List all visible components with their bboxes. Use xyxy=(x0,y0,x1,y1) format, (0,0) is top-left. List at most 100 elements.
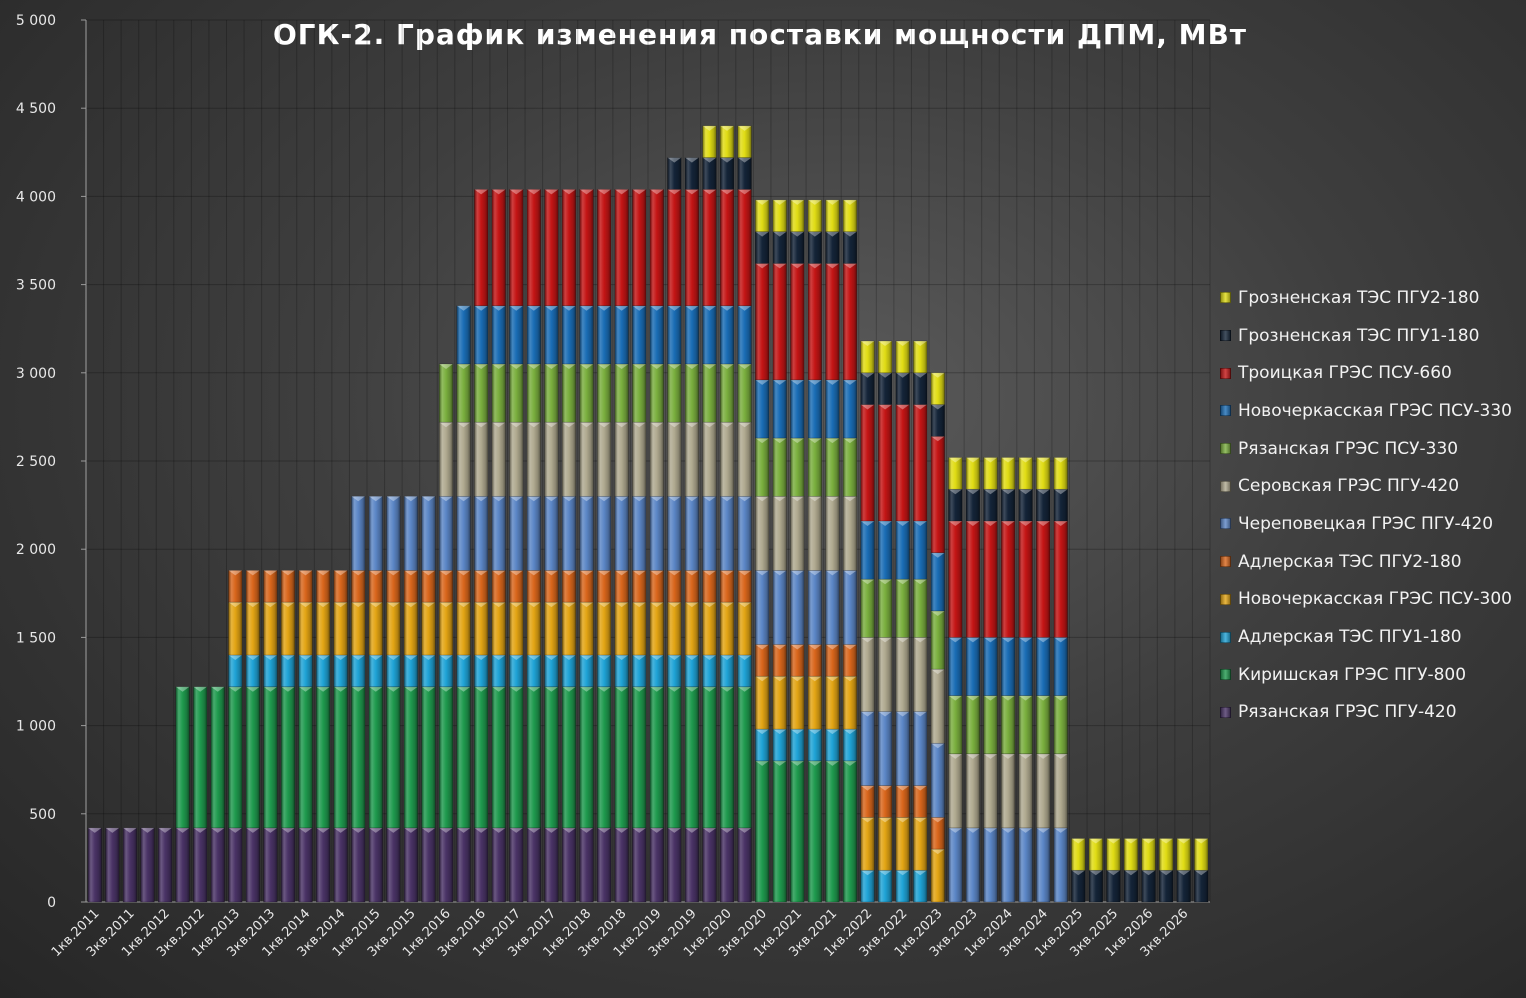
bar-segment xyxy=(965,827,981,903)
bar-segment-bevel xyxy=(755,760,770,766)
bar-segment xyxy=(913,711,928,786)
bar-segment xyxy=(122,827,138,903)
bar-segment-bevel xyxy=(491,496,506,502)
bar-segment xyxy=(403,495,419,571)
bar-segment xyxy=(298,601,313,656)
bar-segment xyxy=(509,686,524,829)
bar-segment xyxy=(245,827,260,903)
bar-segment xyxy=(632,421,647,497)
bar-segment xyxy=(298,570,313,603)
bar-segment xyxy=(667,495,682,571)
bar-segment xyxy=(983,637,998,696)
bar-segment-bevel xyxy=(333,570,348,576)
bar-segment-bevel xyxy=(913,637,928,643)
bar-segment xyxy=(737,421,752,497)
bar-segment xyxy=(561,189,577,307)
legend-swatch xyxy=(1220,292,1231,304)
bar-segment-bevel xyxy=(702,686,717,692)
bar-segment-bevel xyxy=(913,341,928,347)
bar-segment xyxy=(561,363,577,423)
bar-segment xyxy=(474,601,489,656)
bar-segment-bevel xyxy=(386,686,401,692)
bar-segment-bevel xyxy=(1018,753,1033,759)
bar-segment xyxy=(860,404,875,522)
bar-segment-bevel xyxy=(667,422,682,428)
bar-segment xyxy=(438,421,454,497)
bar-segment xyxy=(386,827,401,903)
bar-segment-bevel xyxy=(298,827,313,833)
bar-segment xyxy=(1071,838,1086,871)
bar-segment-bevel xyxy=(579,189,594,195)
bar-segment-bevel xyxy=(1053,695,1068,701)
bar-segment-bevel xyxy=(509,189,524,195)
bar-segment xyxy=(948,457,963,490)
chart-title: ОГК-2. График изменения поставки мощност… xyxy=(272,18,1248,51)
bar-segment-bevel xyxy=(983,489,998,495)
bar-segment-bevel xyxy=(913,404,928,410)
bar-segment-bevel xyxy=(544,570,559,576)
bar-segment-bevel xyxy=(843,729,857,735)
bar-segment xyxy=(965,637,981,696)
bar-segment xyxy=(719,495,735,571)
bar-segment-bevel xyxy=(1053,457,1068,463)
bar-segment xyxy=(825,570,840,645)
bar-segment xyxy=(491,305,506,365)
bar-segment xyxy=(614,421,629,497)
bar-segment-bevel xyxy=(386,827,401,833)
bar-segment-bevel xyxy=(702,125,717,131)
bar-segment-bevel xyxy=(1124,838,1138,844)
bar-segment xyxy=(825,263,840,381)
bar-segment xyxy=(544,421,559,497)
bar-segment-bevel xyxy=(878,341,892,347)
bar-segment xyxy=(561,686,577,829)
bar-segment-bevel xyxy=(860,785,875,791)
bar-segment xyxy=(719,601,735,656)
bar-segment-bevel xyxy=(456,602,471,608)
bar-segment xyxy=(491,363,506,423)
bar-segment xyxy=(509,495,524,571)
bar-segment-bevel xyxy=(1036,827,1051,833)
bar-segment-bevel xyxy=(1053,637,1068,643)
bar-segment-bevel xyxy=(685,422,699,428)
bar-segment xyxy=(772,199,787,232)
bar-segment-bevel xyxy=(105,827,120,833)
bar-segment xyxy=(790,379,805,439)
bar-segment-bevel xyxy=(123,827,137,833)
bar-segment-bevel xyxy=(404,686,418,692)
bar-segment xyxy=(263,827,278,903)
bar-segment-bevel xyxy=(685,496,699,502)
bar-segment-bevel xyxy=(579,602,594,608)
bar-segment-bevel xyxy=(597,305,611,311)
bar-segment-bevel xyxy=(825,760,840,766)
bar-segment xyxy=(860,817,875,871)
bar-segment-bevel xyxy=(1194,870,1209,876)
bar-segment xyxy=(895,578,910,638)
bar-segment-bevel xyxy=(526,496,541,502)
bar-segment-bevel xyxy=(737,422,752,428)
bar-segment xyxy=(614,305,629,365)
bar-segment-bevel xyxy=(1001,827,1015,833)
bar-segment xyxy=(526,686,541,829)
bar-segment-bevel xyxy=(737,686,752,692)
bar-segment-bevel xyxy=(702,655,717,661)
bar-segment-bevel xyxy=(210,686,225,692)
bar-segment-bevel xyxy=(860,579,875,585)
bar-segment-bevel xyxy=(790,199,805,205)
bar-segment xyxy=(245,686,260,829)
bar-segment xyxy=(877,578,893,638)
legend-item: Адлерская ТЭС ПГУ2-180 xyxy=(1220,543,1520,581)
bar-segment-bevel xyxy=(316,827,330,833)
bar-segment-bevel xyxy=(193,686,208,692)
bar-segment-bevel xyxy=(755,231,770,237)
legend-swatch xyxy=(1220,367,1231,379)
bar-segment xyxy=(1141,838,1156,871)
bar-segment-bevel xyxy=(843,438,857,444)
bar-segment xyxy=(667,157,682,190)
bar-segment xyxy=(315,827,331,903)
bar-segment-bevel xyxy=(491,363,506,369)
bar-segment-bevel xyxy=(948,695,963,701)
bar-segment-bevel xyxy=(913,520,928,526)
bar-segment xyxy=(702,189,717,307)
bar-segment xyxy=(948,695,963,755)
legend-swatch xyxy=(1220,480,1231,492)
